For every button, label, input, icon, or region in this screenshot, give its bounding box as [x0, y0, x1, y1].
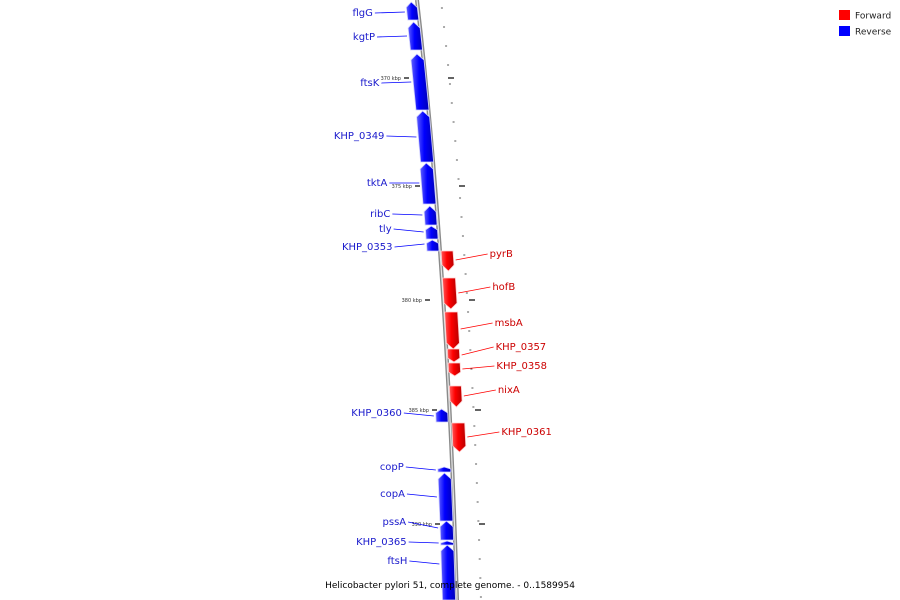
gene-arrow[interactable] [410, 53, 430, 111]
gene-label[interactable]: msbA [495, 318, 523, 329]
gene-label[interactable]: KHP_0365 [356, 537, 407, 548]
gene-copP[interactable]: copP [380, 462, 452, 473]
gene-KHP_0357[interactable]: KHP_0357 [446, 342, 547, 363]
major-tick-label: 380 kbp [402, 298, 422, 304]
gene-leader-line [458, 286, 491, 294]
gene-arrow[interactable] [407, 21, 423, 51]
gene-label[interactable]: ftsH [387, 556, 407, 567]
gene-arrow[interactable] [416, 110, 435, 163]
gene-leader-line [408, 521, 439, 529]
gene-kgtP[interactable]: kgtP [353, 21, 423, 51]
gene-ftsK[interactable]: ftsK [360, 53, 430, 111]
gene-leader-line [392, 213, 423, 216]
legend-swatch-reverse [839, 26, 850, 36]
gene-flgG[interactable]: flgG [352, 1, 420, 21]
gene-label[interactable]: ribC [370, 209, 390, 220]
gene-label[interactable]: KHP_0361 [501, 427, 552, 438]
legend-item-reverse[interactable]: Reverse [839, 26, 892, 38]
gene-label[interactable]: copP [380, 462, 404, 473]
gene-label[interactable]: KHP_0357 [496, 342, 547, 353]
gene-KHP_0360[interactable]: KHP_0360 [351, 408, 449, 423]
gene-arrow[interactable] [425, 225, 439, 240]
gene-label[interactable]: KHP_0353 [342, 242, 393, 253]
gene-arrow[interactable] [423, 205, 438, 226]
gene-pssA[interactable]: pssA [383, 517, 455, 541]
legend-label-forward: Forward [855, 12, 891, 22]
gene-leader-line [455, 253, 488, 261]
major-tick-label: 375 kbp [392, 184, 412, 190]
gene-leader-line [374, 11, 405, 14]
gene-arrow[interactable] [441, 277, 458, 310]
gene-arrow[interactable] [444, 311, 460, 350]
gene-label[interactable]: hofB [492, 282, 515, 293]
gene-leader-line [377, 35, 408, 38]
gene-KHP_0361[interactable]: KHP_0361 [451, 422, 552, 453]
gene-tktA[interactable]: tktA [367, 162, 437, 205]
gene-arrow[interactable] [426, 239, 440, 252]
gene-arrow[interactable] [448, 385, 463, 408]
gene-label[interactable]: tktA [367, 178, 388, 189]
gene-leader-line [467, 431, 500, 438]
gene-leader-line [381, 81, 412, 84]
gene-leader-line [394, 243, 425, 248]
gene-arrow[interactable] [440, 544, 456, 600]
gene-leader-line [463, 389, 496, 397]
gene-arrow[interactable] [440, 540, 455, 546]
gene-arrow[interactable] [440, 250, 455, 272]
gene-label[interactable]: kgtP [353, 32, 375, 43]
major-tick-label: 385 kbp [409, 408, 429, 414]
gene-tly[interactable]: tly [379, 224, 439, 240]
gene-leader-line [393, 228, 424, 233]
gene-leader-line [386, 135, 417, 138]
gene-label[interactable]: pssA [383, 517, 407, 528]
gene-arrow[interactable] [446, 348, 461, 363]
gene-KHP_0349[interactable]: KHP_0349 [334, 110, 435, 163]
gene-KHP_0353[interactable]: KHP_0353 [342, 239, 440, 253]
gene-label[interactable]: nixA [498, 385, 520, 396]
gene-leader-line [406, 493, 437, 498]
gene-arrow[interactable] [447, 362, 462, 377]
gene-label[interactable]: copA [380, 489, 405, 500]
gene-label[interactable]: KHP_0360 [351, 408, 402, 419]
gene-arrow[interactable] [437, 472, 454, 522]
gene-KHP_0365[interactable]: KHP_0365 [356, 537, 455, 548]
gene-leader-line [408, 541, 439, 544]
legend-swatch-forward [839, 10, 850, 20]
gene-ribC[interactable]: ribC [370, 205, 438, 226]
legend: Forward Reverse [839, 10, 892, 38]
gene-leader-line [461, 346, 494, 356]
gene-leader-line [460, 322, 493, 330]
gene-msbA[interactable]: msbA [444, 311, 523, 350]
gene-label[interactable]: KHP_0358 [496, 361, 547, 372]
gene-label[interactable]: pyrB [490, 249, 513, 260]
gene-copA[interactable]: copA [380, 472, 454, 522]
gene-leader-line [409, 560, 440, 565]
gene-KHP_0358[interactable]: KHP_0358 [447, 361, 547, 377]
gene-arrow[interactable] [435, 408, 449, 423]
map-title: Helicobacter pylori 51, complete genome.… [325, 581, 575, 591]
legend-label-reverse: Reverse [855, 28, 892, 38]
gene-pyrB[interactable]: pyrB [440, 249, 513, 272]
gene-arrow[interactable] [419, 162, 437, 205]
legend-item-forward[interactable]: Forward [839, 10, 891, 22]
gene-label[interactable]: flgG [352, 8, 372, 19]
gene-leader-line [403, 412, 434, 417]
gene-label[interactable]: KHP_0349 [334, 131, 385, 142]
gene-nixA[interactable]: nixA [448, 385, 520, 408]
gene-label[interactable]: ftsK [360, 78, 379, 89]
gene-ftsH[interactable]: ftsH [387, 544, 456, 600]
gene-leader-line [462, 365, 495, 370]
gene-arrow[interactable] [437, 466, 452, 473]
gene-label[interactable]: tly [379, 224, 392, 235]
gene-leader-line [405, 466, 436, 471]
major-tick-label: 370 kbp [381, 76, 401, 82]
gene-arrow[interactable] [451, 422, 467, 453]
gene-arrow[interactable] [405, 1, 420, 21]
gene-arrow[interactable] [439, 520, 455, 541]
gene-hofB[interactable]: hofB [441, 277, 515, 310]
